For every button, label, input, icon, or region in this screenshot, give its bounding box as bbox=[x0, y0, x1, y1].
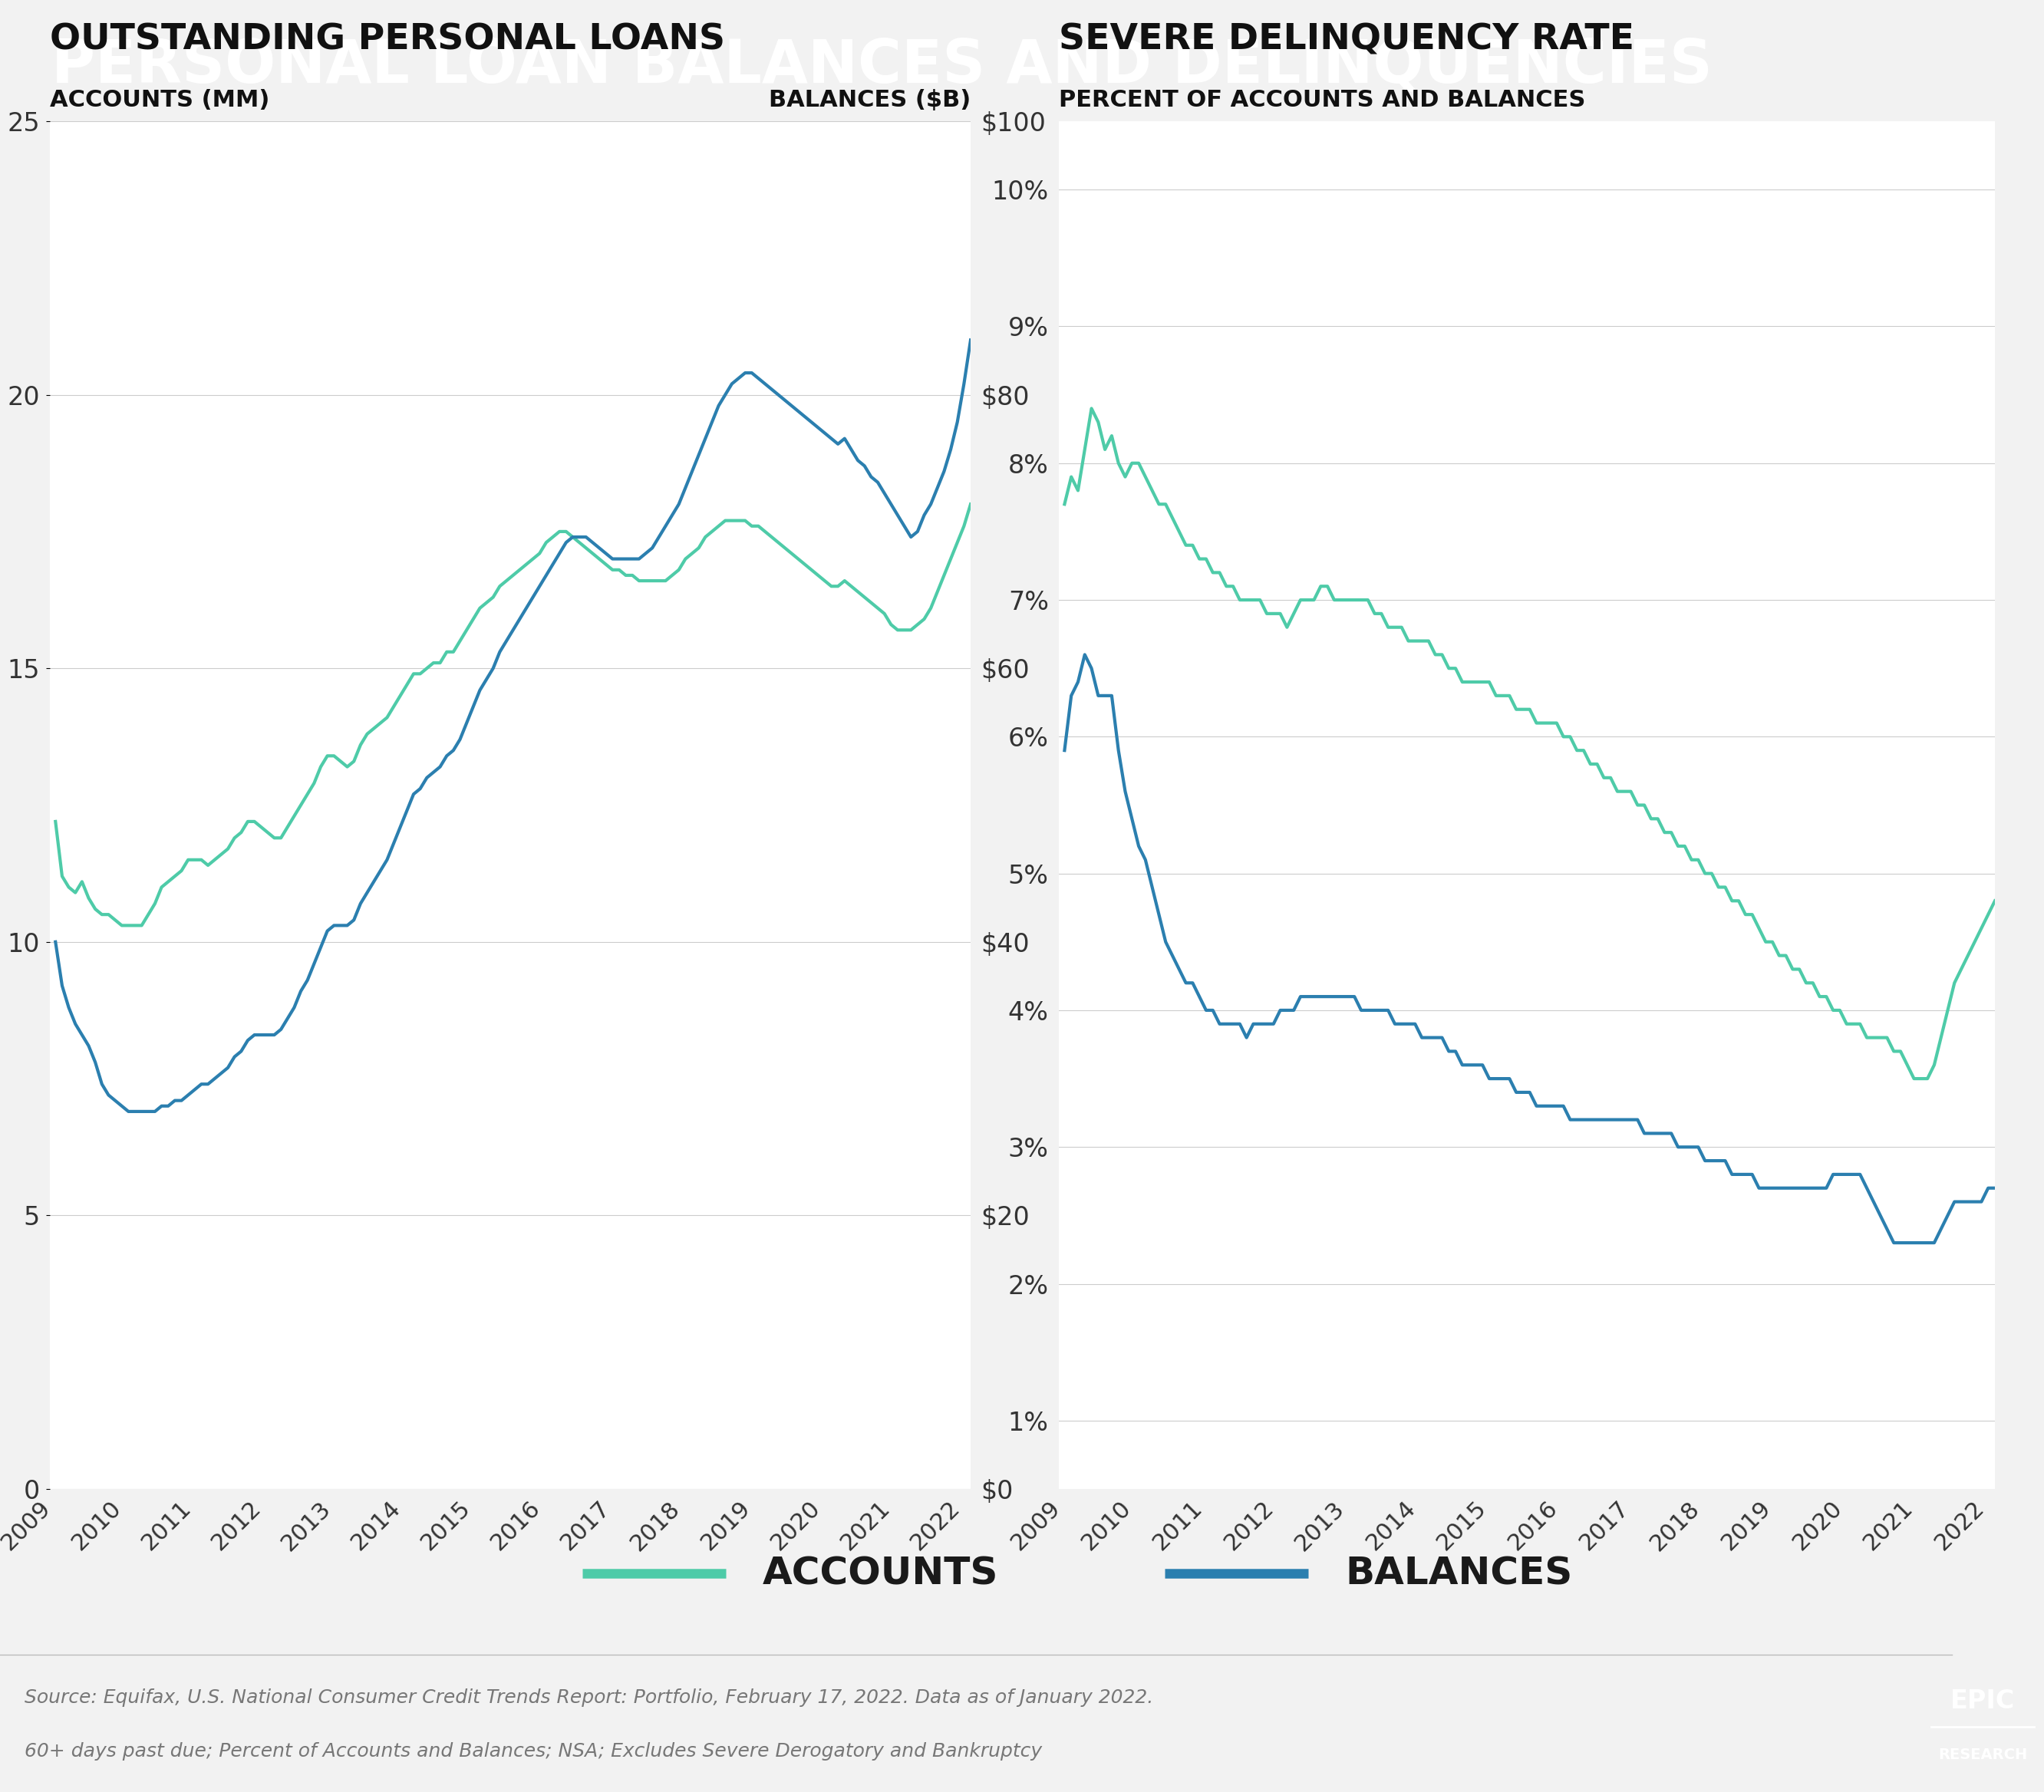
Text: SEVERE DELINQUENCY RATE: SEVERE DELINQUENCY RATE bbox=[1059, 23, 1635, 57]
Text: PERCENT OF ACCOUNTS AND BALANCES: PERCENT OF ACCOUNTS AND BALANCES bbox=[1059, 90, 1586, 111]
Text: ACCOUNTS: ACCOUNTS bbox=[762, 1555, 997, 1591]
Text: BALANCES ($B): BALANCES ($B) bbox=[769, 90, 971, 111]
Text: PERSONAL LOAN BALANCES AND DELINQUENCIES: PERSONAL LOAN BALANCES AND DELINQUENCIES bbox=[51, 36, 1713, 95]
Text: ACCOUNTS (MM): ACCOUNTS (MM) bbox=[49, 90, 270, 111]
Text: EPIC: EPIC bbox=[1950, 1688, 2015, 1713]
Text: OUTSTANDING PERSONAL LOANS: OUTSTANDING PERSONAL LOANS bbox=[49, 23, 726, 57]
Text: RESEARCH: RESEARCH bbox=[1938, 1747, 2028, 1762]
Text: BALANCES: BALANCES bbox=[1345, 1555, 1572, 1591]
Text: Source: Equifax, U.S. National Consumer Credit Trends Report: Portfolio, Februar: Source: Equifax, U.S. National Consumer … bbox=[25, 1688, 1153, 1706]
Text: 60+ days past due; Percent of Accounts and Balances; NSA; Excludes Severe Deroga: 60+ days past due; Percent of Accounts a… bbox=[25, 1742, 1042, 1762]
